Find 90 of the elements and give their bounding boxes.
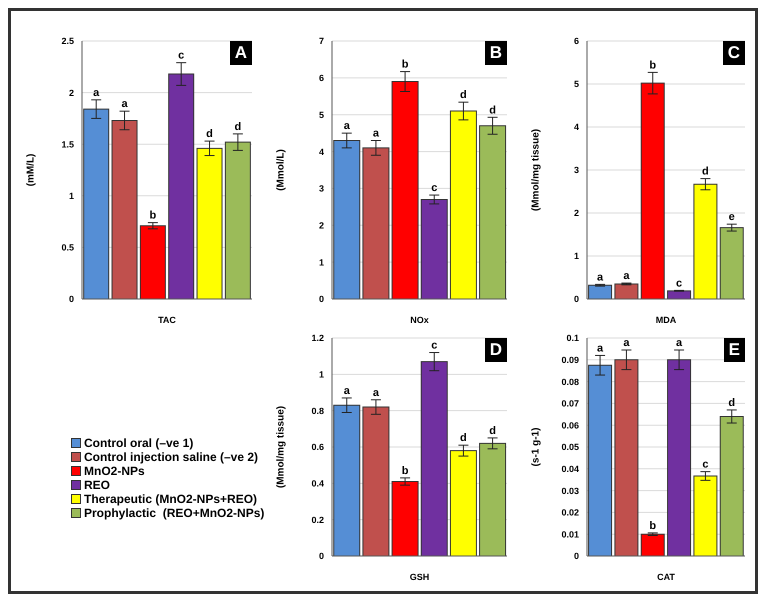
y-axis-title: (s-1 g-1) bbox=[530, 428, 542, 466]
y-axis-title: (Mmol/mg tissue) bbox=[530, 128, 542, 212]
y-tick-label: 0.01 bbox=[561, 529, 579, 540]
y-tick-label: 0.5 bbox=[61, 242, 74, 253]
data-label: a bbox=[121, 98, 128, 110]
y-tick-label: 2 bbox=[68, 88, 74, 98]
y-tick-label: 2 bbox=[574, 208, 579, 218]
data-label: d bbox=[728, 396, 736, 409]
y-tick-label: 0.1 bbox=[566, 333, 579, 344]
data-label: a bbox=[344, 384, 351, 397]
y-tick-label: 0.07 bbox=[561, 398, 579, 409]
legend-label: Therapeutic (MnO2-NPs+REO) bbox=[84, 492, 258, 506]
y-axis-title: (mM/L) bbox=[26, 154, 37, 186]
y-tick-label: 1 bbox=[68, 190, 74, 201]
y-tick-label: 0 bbox=[318, 294, 324, 304]
data-label: d bbox=[489, 424, 496, 437]
data-label: a bbox=[597, 271, 604, 284]
y-tick-label: 0.2 bbox=[311, 514, 324, 525]
legend-label: Control oral (–ve 1) bbox=[84, 436, 194, 450]
data-label: a bbox=[597, 342, 604, 354]
data-label: d bbox=[702, 166, 709, 178]
y-tick-label: 0.04 bbox=[561, 464, 579, 474]
x-axis-title: NOx bbox=[410, 315, 429, 325]
data-label: c bbox=[702, 458, 708, 471]
y-tick-label: 1.5 bbox=[61, 139, 74, 150]
data-label: b bbox=[402, 464, 409, 477]
y-tick-label: 2 bbox=[318, 220, 324, 230]
data-label: b bbox=[649, 520, 656, 532]
y-tick-label: 1 bbox=[574, 251, 579, 262]
annotation: C bbox=[722, 41, 745, 65]
data-label: a bbox=[93, 86, 100, 99]
y-tick-label: 4 bbox=[574, 122, 579, 132]
y-tick-label: 2.5 bbox=[61, 36, 74, 46]
y-tick-label: 0.09 bbox=[561, 354, 579, 365]
data-label: a bbox=[623, 336, 630, 349]
y-tick-label: 6 bbox=[318, 73, 324, 84]
data-label: a bbox=[344, 120, 351, 132]
legend-label: Control injection saline (–ve 2) bbox=[84, 450, 258, 464]
x-axis-title: GSH bbox=[410, 572, 430, 582]
y-tick-label: 3 bbox=[318, 184, 324, 194]
y-tick-label: 1 bbox=[318, 257, 324, 268]
y-tick-label: 6 bbox=[574, 36, 579, 46]
y-tick-label: 0.03 bbox=[561, 486, 579, 496]
y-tick-label: 0 bbox=[318, 551, 324, 562]
y-tick-label: 0 bbox=[574, 294, 579, 304]
data-label: b bbox=[649, 59, 656, 72]
y-tick-label: 0 bbox=[68, 294, 74, 304]
data-label: a bbox=[623, 270, 630, 282]
y-tick-label: 0.6 bbox=[311, 442, 324, 452]
y-tick-label: 1.2 bbox=[311, 333, 324, 344]
y-tick-label: 5 bbox=[318, 110, 324, 120]
y-tick-label: 5 bbox=[574, 79, 579, 90]
data-label: a bbox=[372, 386, 380, 399]
annotation: D bbox=[484, 338, 507, 362]
annotation: E bbox=[724, 338, 745, 362]
data-label: c bbox=[431, 340, 438, 352]
legend-label: REO bbox=[84, 478, 110, 492]
data-label: d bbox=[206, 128, 213, 140]
y-axis-title: (Mmol/mg tissue) bbox=[276, 406, 287, 488]
data-label: a bbox=[372, 128, 380, 140]
annotation: A bbox=[230, 41, 252, 65]
data-label: c bbox=[431, 182, 438, 194]
y-tick-label: 0.4 bbox=[311, 478, 324, 489]
x-axis-title: MDA bbox=[656, 315, 677, 325]
data-label: d bbox=[460, 89, 467, 102]
data-label: c bbox=[178, 50, 184, 62]
legend-label: MnO2-NPs bbox=[84, 464, 145, 478]
y-tick-label: 0 bbox=[574, 551, 579, 562]
data-label: e bbox=[728, 211, 735, 224]
data-label: d bbox=[489, 104, 496, 116]
y-tick-label: 0.05 bbox=[561, 442, 579, 452]
legend-label: Prophylactic (REO+MnO2-NPs) bbox=[84, 506, 264, 520]
x-axis-title: TAC bbox=[158, 315, 176, 325]
x-axis-title: CAT bbox=[657, 572, 676, 582]
y-axis-title: (Mmol/L) bbox=[276, 149, 287, 191]
y-tick-label: 3 bbox=[574, 165, 579, 176]
data-label: d bbox=[234, 120, 242, 133]
y-tick-label: 1 bbox=[318, 370, 324, 380]
annotation: B bbox=[484, 41, 507, 65]
data-label: b bbox=[150, 210, 156, 222]
y-tick-label: 0.02 bbox=[561, 508, 579, 518]
y-tick-label: 4 bbox=[318, 146, 324, 157]
data-label: b bbox=[402, 58, 409, 71]
data-label: a bbox=[676, 336, 684, 349]
y-tick-label: 0.08 bbox=[561, 376, 579, 387]
data-label: d bbox=[460, 432, 467, 444]
y-tick-label: 0.06 bbox=[561, 420, 579, 430]
data-label: c bbox=[676, 277, 682, 290]
y-tick-label: 7 bbox=[318, 36, 324, 46]
y-tick-label: 0.8 bbox=[311, 406, 324, 416]
